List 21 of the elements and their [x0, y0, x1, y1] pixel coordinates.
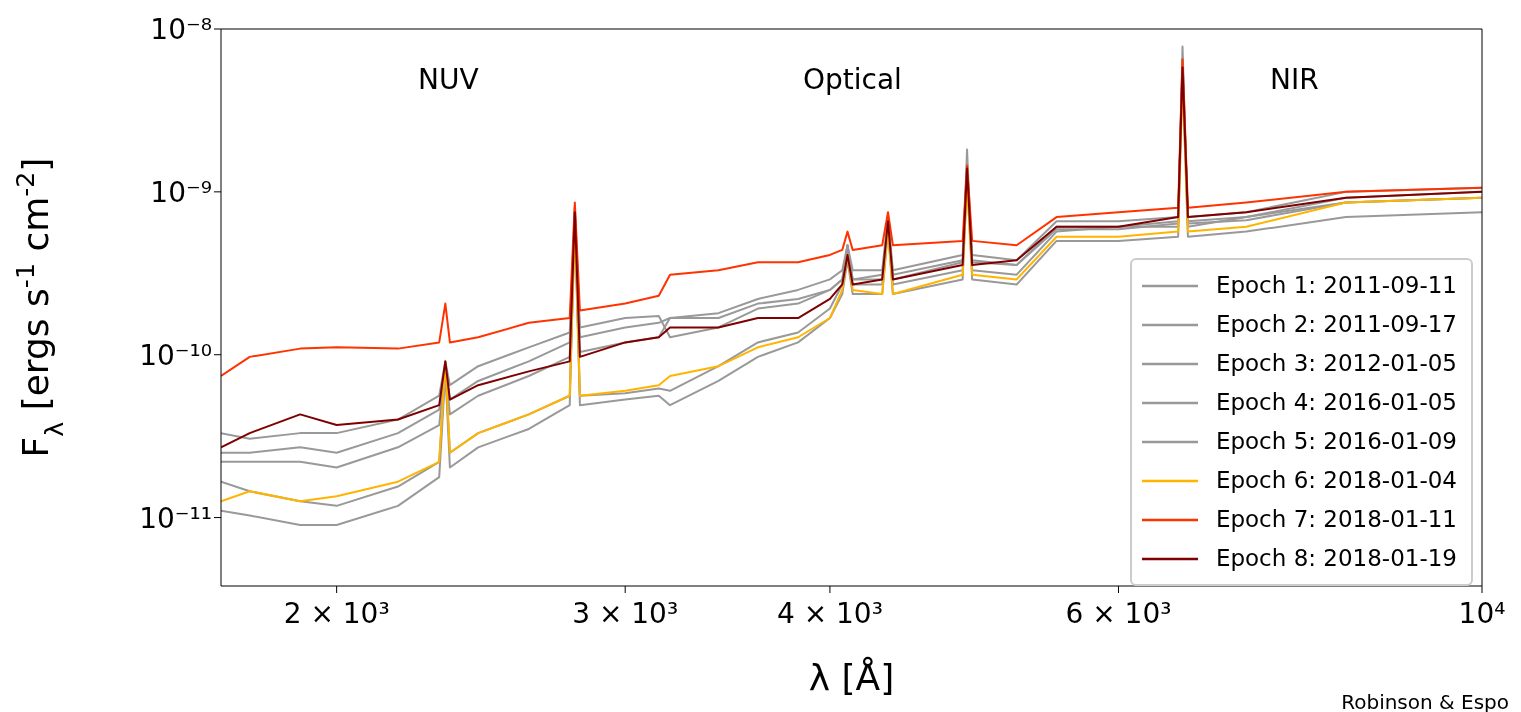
- x-tick-label: 3 × 10³: [572, 596, 679, 630]
- annotation: Optical: [803, 63, 902, 96]
- y-tick-label: 10⁻⁹: [150, 175, 212, 209]
- legend-label: Epoch 5: 2016-01-09: [1215, 427, 1457, 456]
- y-tick-label: 10⁻¹¹: [139, 501, 212, 535]
- x-tick-label: 2 × 10³: [283, 596, 390, 630]
- y-tick-label: 10⁻⁸: [150, 12, 212, 46]
- y-tick-label: 10⁻¹⁰: [139, 338, 212, 372]
- x-tick-label: 4 × 10³: [776, 596, 883, 630]
- x-tick-label: 6 × 10³: [1065, 596, 1172, 630]
- legend-label: Epoch 7: 2018-01-11: [1215, 505, 1457, 534]
- annotation: NUV: [418, 63, 479, 96]
- legend-label: Epoch 6: 2018-01-04: [1215, 466, 1457, 495]
- annotation: NIR: [1270, 63, 1319, 96]
- x-axis-title: λ [Å]: [808, 656, 895, 698]
- legend-label: Epoch 1: 2011-09-11: [1215, 271, 1457, 300]
- legend-label: Epoch 3: 2012-01-05: [1215, 349, 1457, 378]
- x-tick-label: 10⁴: [1458, 596, 1506, 630]
- legend-label: Epoch 8: 2018-01-19: [1215, 544, 1457, 573]
- legend-label: Epoch 4: 2016-01-05: [1215, 388, 1457, 417]
- legend-label: Epoch 2: 2011-09-17: [1215, 310, 1457, 339]
